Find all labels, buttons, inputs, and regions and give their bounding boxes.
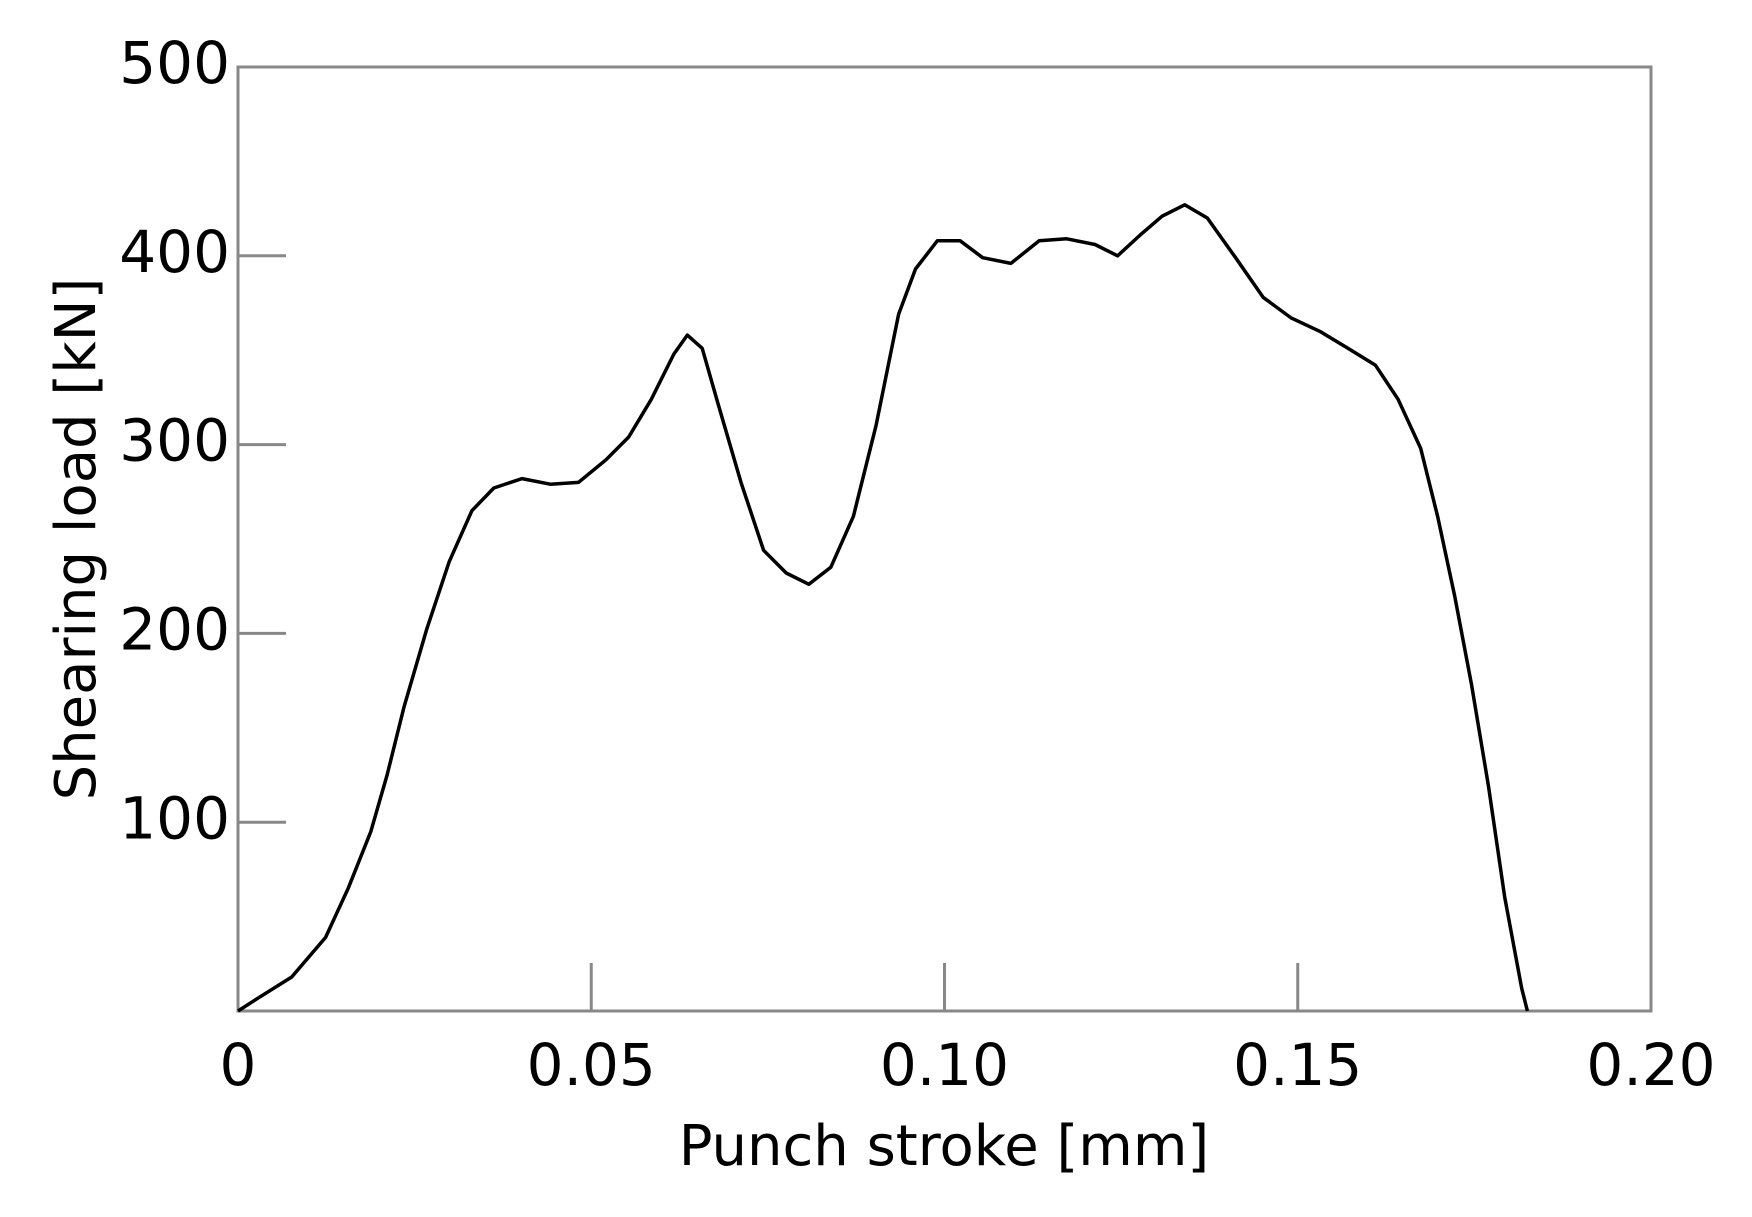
y-tick-label: 200 — [119, 596, 230, 664]
y-tick-label: 300 — [119, 407, 230, 475]
y-tick-label: 500 — [119, 29, 230, 97]
x-tick-label: 0.10 — [880, 1031, 1009, 1099]
x-axis-title: Punch stroke [mm] — [679, 1114, 1210, 1179]
data-line — [237, 203, 1530, 1013]
x-tick-label: 0.20 — [1586, 1031, 1715, 1099]
x-tick-label: 0.15 — [1233, 1031, 1362, 1099]
x-tick-label: 0.05 — [527, 1031, 656, 1099]
y-axis-title: Shearing load [kN] — [44, 278, 109, 801]
y-tick-label: 400 — [119, 218, 230, 286]
plot-frame — [236, 65, 1653, 1013]
y-tick-label: 100 — [119, 784, 230, 852]
x-tick-label: 0 — [220, 1031, 257, 1099]
